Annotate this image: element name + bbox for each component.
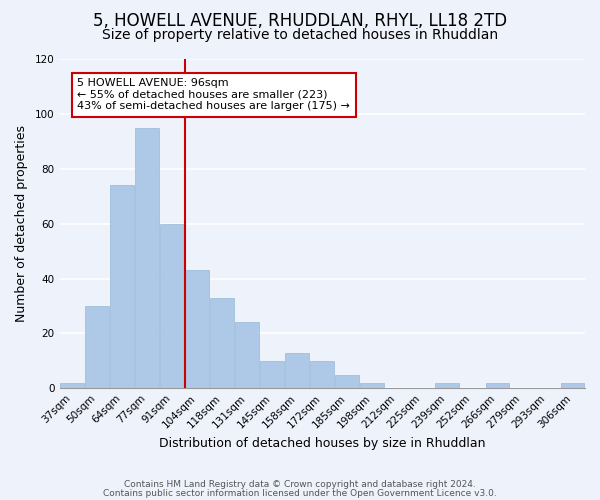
Y-axis label: Number of detached properties: Number of detached properties (15, 125, 28, 322)
Bar (185, 270, 209, 388)
Text: 5 HOWELL AVENUE: 96sqm
← 55% of detached houses are smaller (223)
43% of semi-de: 5 HOWELL AVENUE: 96sqm ← 55% of detached… (77, 78, 350, 112)
Bar (560, 383, 584, 388)
Bar (110, 185, 134, 388)
Bar (485, 383, 509, 388)
Bar (310, 361, 334, 388)
Text: Contains public sector information licensed under the Open Government Licence v3: Contains public sector information licen… (103, 488, 497, 498)
Bar (85, 306, 109, 388)
Bar (286, 352, 309, 388)
Text: Size of property relative to detached houses in Rhuddlan: Size of property relative to detached ho… (102, 28, 498, 42)
Bar (436, 383, 459, 388)
X-axis label: Distribution of detached houses by size in Rhuddlan: Distribution of detached houses by size … (159, 437, 485, 450)
Bar (260, 361, 284, 388)
Bar (60, 383, 84, 388)
Bar (361, 383, 384, 388)
Bar (211, 298, 234, 388)
Bar (135, 128, 159, 388)
Text: Contains HM Land Registry data © Crown copyright and database right 2024.: Contains HM Land Registry data © Crown c… (124, 480, 476, 489)
Bar (235, 322, 259, 388)
Bar (160, 224, 184, 388)
Bar (335, 374, 359, 388)
Text: 5, HOWELL AVENUE, RHUDDLAN, RHYL, LL18 2TD: 5, HOWELL AVENUE, RHUDDLAN, RHYL, LL18 2… (93, 12, 507, 30)
